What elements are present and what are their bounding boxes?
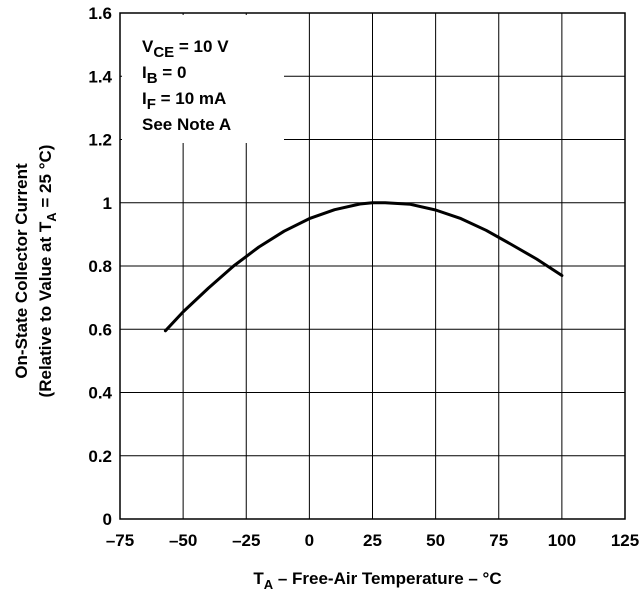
y-axis-label-line2-post: = 25 °C) bbox=[36, 145, 55, 213]
annotations: VCE = 10 VIB = 0IF = 10 mA See Note A bbox=[142, 37, 231, 134]
x-tick-label: 125 bbox=[611, 531, 639, 550]
y-axis-label-line1: On-State Collector Current bbox=[12, 163, 31, 379]
annotation-line: IB = 0 bbox=[142, 63, 186, 87]
y-tick-label: 0.4 bbox=[88, 384, 112, 403]
series-line bbox=[163, 201, 564, 333]
x-axis-ticks: –75 –50 –25 0 25 50 75 100 125 bbox=[106, 531, 639, 550]
x-tick-label: 25 bbox=[363, 531, 382, 550]
x-axis-label: TA – Free-Air Temperature – °C bbox=[253, 569, 501, 592]
y-axis-ticks: 0 0.2 0.4 0.6 0.8 1 1.2 1.4 1.6 bbox=[88, 4, 112, 529]
y-tick-label: 0.8 bbox=[88, 257, 112, 276]
annotation-line: See Note A bbox=[142, 115, 231, 134]
x-tick-label: 50 bbox=[426, 531, 445, 550]
x-tick-label: –50 bbox=[169, 531, 197, 550]
y-tick-label: 0.6 bbox=[88, 320, 112, 339]
y-axis-label-line2: (Relative to Value at TA = 25 °C) bbox=[36, 145, 59, 398]
y-tick-label: 1.4 bbox=[88, 67, 112, 86]
x-tick-label: 75 bbox=[489, 531, 508, 550]
y-tick-label: 1 bbox=[103, 194, 112, 213]
y-tick-label: 1.2 bbox=[88, 131, 112, 150]
y-tick-label: 0 bbox=[103, 510, 112, 529]
x-tick-label: 100 bbox=[548, 531, 576, 550]
annotation-box bbox=[122, 15, 284, 143]
y-tick-label: 0.2 bbox=[88, 447, 112, 466]
x-axis-label-rest: – Free-Air Temperature – °C bbox=[273, 569, 502, 588]
annotation-line: IF = 10 mA bbox=[142, 89, 226, 113]
x-tick-label: 0 bbox=[305, 531, 314, 550]
x-axis-label-sub: A bbox=[264, 577, 274, 592]
x-axis-label-main: T bbox=[253, 569, 264, 588]
annotation-line: VCE = 10 V bbox=[142, 37, 229, 61]
plot-frame bbox=[119, 12, 626, 520]
y-axis-label: On-State Collector Current (Relative to … bbox=[12, 145, 59, 398]
y-tick-label: 1.6 bbox=[88, 4, 112, 23]
y-axis-label-line2-pre: (Relative to Value at T bbox=[36, 221, 55, 397]
x-tick-label: –25 bbox=[232, 531, 260, 550]
y-axis-label-line2-sub: A bbox=[44, 212, 59, 222]
x-tick-label: –75 bbox=[106, 531, 134, 550]
